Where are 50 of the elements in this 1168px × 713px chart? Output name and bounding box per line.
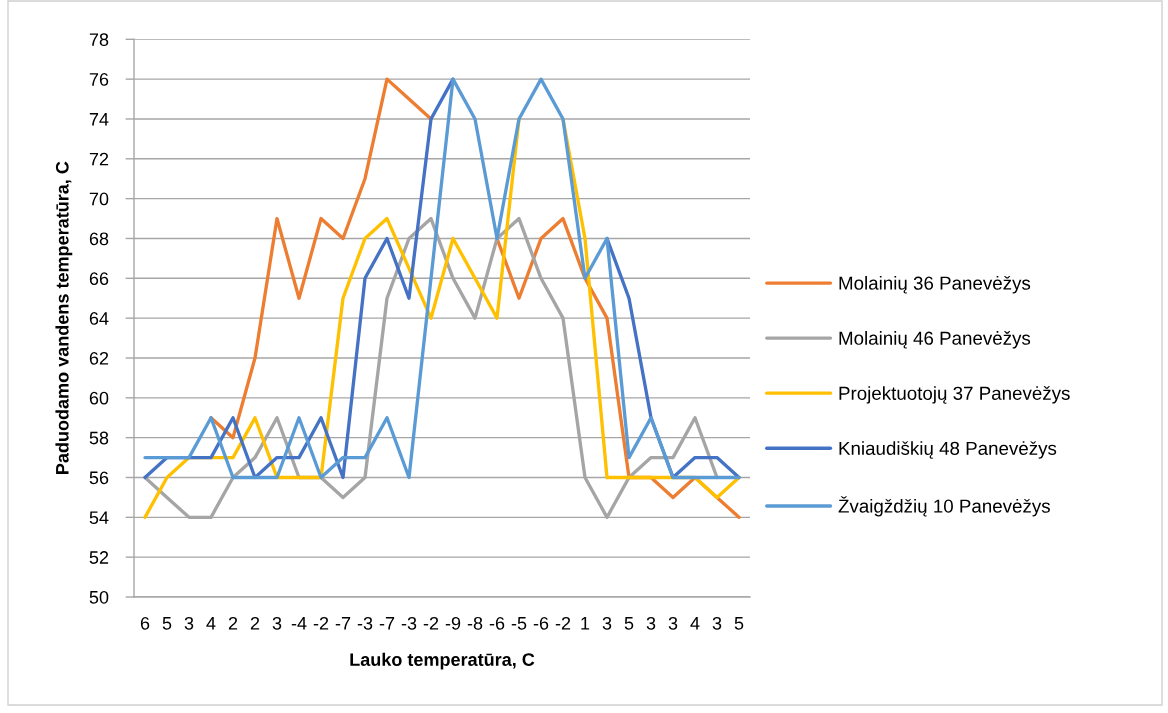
x-tick-label: 3 [668,616,678,630]
x-tick-label: 5 [624,617,634,630]
x-tick-label: 5 [162,617,172,630]
x-tick-label: 3 [272,616,282,630]
x-tick-label: -2 [423,616,439,630]
y-tick-label: 54 [89,511,109,525]
x-tick-label: 3 [184,616,194,630]
x-tick-label: -7 [379,617,395,630]
legend-label: Žvaigždžių 10 Panevėžys [838,496,1050,517]
y-tick-label: 56 [89,471,109,485]
x-tick-label: 3 [602,616,612,630]
y-tick-label: 60 [89,391,109,405]
x-tick-label: -5 [511,617,527,630]
y-tick-label: 66 [89,272,109,286]
x-tick-label: -6 [489,616,505,630]
x-tick-label: 4 [206,617,216,630]
y-tick-label: 58 [89,431,109,445]
y-tick-label: 72 [89,152,109,166]
x-tick-label: 5 [734,617,744,630]
x-tick-label: -2 [555,616,571,630]
y-tick-label: 52 [89,551,109,564]
y-tick-label: 78 [89,33,109,47]
x-tick-label: 2 [228,616,238,630]
y-tick-label: 68 [89,232,109,246]
x-tick-label: 4 [690,617,700,630]
x-tick-label: -7 [335,617,351,630]
legend-label: Molainių 46 Panevėžys [839,331,1031,349]
x-tick-label: -4 [291,617,307,630]
y-tick-label: 62 [89,351,109,365]
x-tick-label: 3 [646,616,656,630]
x-tick-label: 2 [250,616,260,630]
x-tick-label: -3 [357,616,373,630]
x-tick-label: -2 [313,616,329,630]
y-tick-label: 50 [89,590,109,604]
y-axis-title: Paduodamo vandens temperatūra, C [55,161,73,474]
y-tick-label: 76 [89,73,109,86]
legend-label: Projektuotojų 37 Panevėžys [839,386,1070,404]
x-tick-label: 1 [581,617,590,630]
x-tick-label: -3 [401,616,417,630]
x-tick-label: -9 [445,616,461,630]
y-tick-label: 64 [89,312,109,325]
x-axis-title: Lauko temperatūra, C [350,652,535,670]
y-tick-label: 74 [89,113,109,126]
x-tick-label: -6 [533,616,549,630]
legend-label: Molainių 36 Panevėžys [839,275,1031,294]
x-tick-label: -8 [467,616,483,630]
y-tick-label: 70 [89,192,109,206]
x-tick-label: 3 [712,616,722,630]
legend-label: Kniaudiškių 48 Panevėžys [839,441,1057,459]
x-tick-label: 6 [140,616,150,630]
